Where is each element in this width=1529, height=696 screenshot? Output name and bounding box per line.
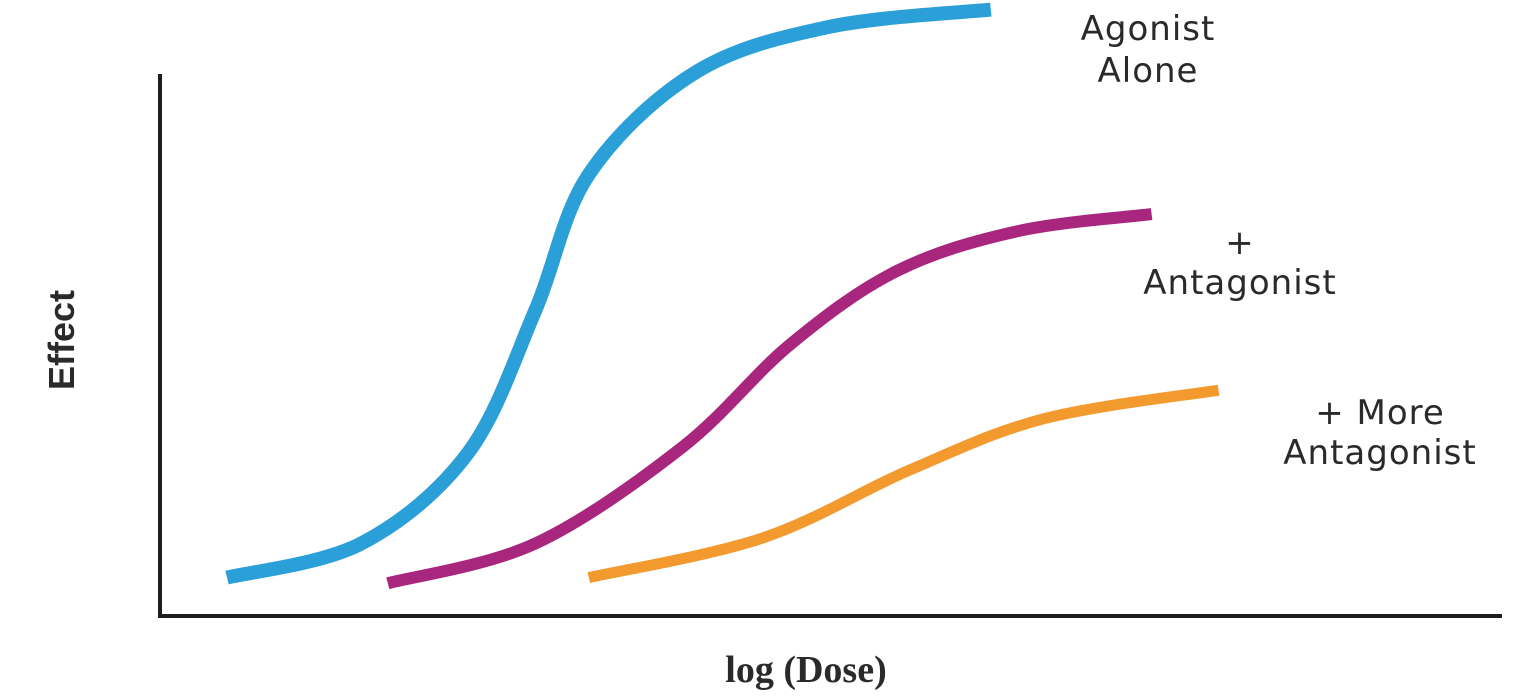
series-label-3-line-2: Antagonist [1283,433,1476,473]
x-axis-label: log (Dose) [725,649,886,691]
series-line-3 [587,384,1220,583]
series-label-3-line-1: + More [1315,393,1445,433]
series-line-2 [386,208,1153,590]
chart-axes [158,74,1502,618]
series-label-1-line-1: Agonist [1081,9,1216,49]
series-line-1 [225,2,992,585]
series-label-2-line-2: Antagonist [1143,263,1336,303]
series-label-1-line-2: Alone [1098,51,1199,91]
series-layer [225,2,1220,590]
y-axis-label: Effect [41,290,82,390]
series-label-2-line-1: + [1225,223,1255,263]
